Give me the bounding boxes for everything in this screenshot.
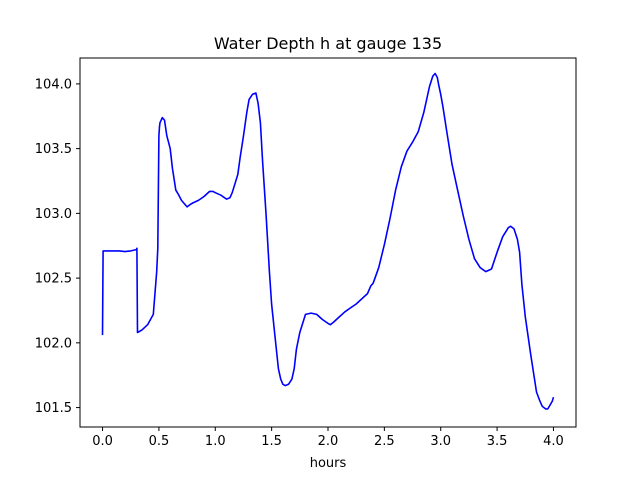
x-tick-label: 4.0 [543,434,564,449]
x-tick-label: 1.0 [205,434,226,449]
series-layer [101,72,555,410]
series-line [101,72,555,410]
x-axis-label: hours [310,456,347,471]
y-tick-label: 101.5 [35,401,72,416]
x-tick-label: 3.5 [487,434,508,449]
x-tick-label: 0.5 [149,434,170,449]
y-tick-label: 103.5 [35,142,72,157]
x-tick-label: 2.5 [374,434,395,449]
x-tick-label: 0.0 [92,434,113,449]
x-axis: 0.0 0.5 1.0 1.5 2.0 2.5 3.0 3.5 4.0 [92,427,564,449]
x-tick-label: 1.5 [261,434,282,449]
chart-title: Water Depth h at gauge 135 [214,34,442,53]
y-tick-label: 102.0 [35,336,72,351]
x-tick-label: 2.0 [318,434,339,449]
y-tick-label: 104.0 [35,77,72,92]
y-axis: 101.5 102.0 102.5 103.0 103.5 104.0 [35,77,80,416]
y-tick-label: 102.5 [35,272,72,287]
x-tick-label: 3.0 [430,434,451,449]
y-tick-label: 103.0 [35,207,72,222]
